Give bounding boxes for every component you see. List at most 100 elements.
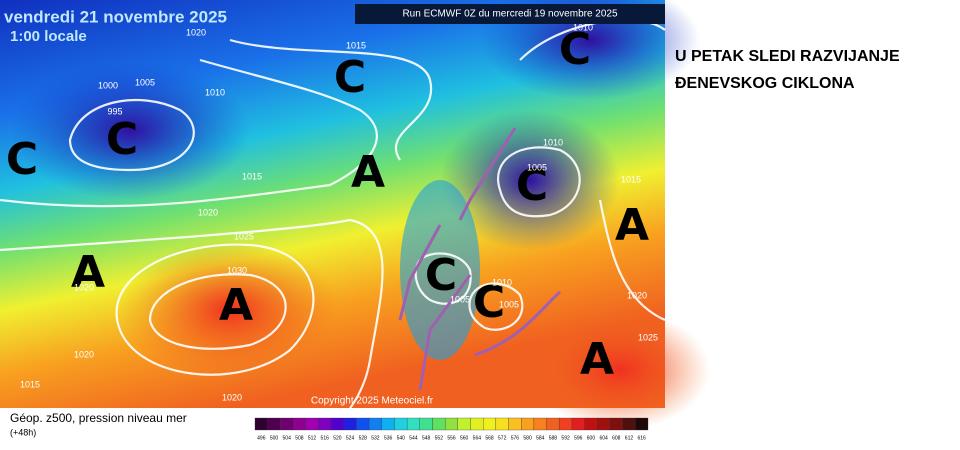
scale-cell	[635, 417, 649, 431]
isobar-label: 1020	[198, 207, 218, 217]
scale-cell	[368, 417, 382, 431]
scale-label: 560	[460, 435, 469, 441]
scale-cell	[406, 417, 420, 431]
scale-cell	[292, 417, 306, 431]
scale-cell	[546, 417, 560, 431]
caption: ĐENEVSKOG CIKLONA	[675, 75, 855, 92]
isobar-label: 1025	[234, 231, 254, 241]
scale-label: 548	[422, 435, 431, 441]
scale-label: 600	[587, 435, 596, 441]
scale-cell	[330, 417, 344, 431]
scale-cell	[445, 417, 458, 431]
scale-cell	[609, 417, 623, 431]
scale-label: 580	[523, 435, 532, 441]
scale-label: 592	[561, 435, 570, 441]
scale-label: 536	[384, 435, 393, 441]
scale-label: 616	[637, 435, 646, 441]
isobar-label: 1005	[499, 299, 519, 309]
scale-label: 524	[346, 435, 355, 441]
caption: U PETAK SLEDI RAZVIJANJE	[675, 48, 900, 65]
pressure-system: A	[615, 200, 649, 251]
scale-cell	[419, 417, 433, 431]
scale-cell	[254, 417, 268, 431]
legend-title: Géop. z500, pression niveau mer	[10, 411, 187, 425]
isobar-label: 1015	[346, 40, 366, 50]
pressure-system: C	[334, 52, 366, 103]
scale-label: 612	[625, 435, 634, 441]
isobar-label: 1020	[186, 27, 206, 37]
scale-label: 500	[270, 435, 279, 441]
isobar-label: 1025	[638, 332, 658, 342]
isobar-label: 1015	[621, 174, 641, 184]
scale-label: 520	[333, 435, 342, 441]
scale-cell	[597, 417, 611, 431]
pressure-system: C	[106, 114, 138, 165]
copyright: Copyright 2025 Meteociel.fr	[311, 396, 434, 407]
scale-cell	[318, 417, 332, 431]
isobar-label: 1020	[627, 290, 647, 300]
legend-subtitle: (+48h)	[10, 427, 36, 437]
scale-cell	[470, 417, 484, 431]
scale-label: 532	[371, 435, 380, 441]
pressure-system: C	[425, 250, 457, 301]
map-time: 1:00 locale	[10, 28, 87, 45]
scale-cell	[381, 417, 395, 431]
scale-label: 576	[511, 435, 520, 441]
pressure-system: A	[71, 247, 105, 298]
scale-label: 528	[359, 435, 368, 441]
scale-label: 556	[447, 435, 456, 441]
scale-cell	[533, 417, 547, 431]
scale-label: 604	[599, 435, 608, 441]
scale-cell	[457, 417, 471, 431]
scale-cell	[584, 417, 598, 431]
scale-label: 496	[257, 435, 266, 441]
map	[0, 0, 710, 430]
scale-cell	[267, 417, 281, 431]
scale-label: 596	[574, 435, 583, 441]
isobar-label: 1010	[492, 277, 512, 287]
scale-label: 564	[473, 435, 482, 441]
scale-cell	[432, 417, 446, 431]
run-info: Run ECMWF 0Z du mercredi 19 novembre 202…	[402, 9, 618, 20]
scale-label: 572	[498, 435, 507, 441]
isobar-label: 1000	[98, 80, 118, 90]
isobar-label: 1015	[242, 171, 262, 181]
scale-cell	[571, 417, 585, 431]
scale-label: 512	[308, 435, 317, 441]
scale-label: 544	[409, 435, 418, 441]
isobar-label: 1010	[573, 22, 593, 32]
scale-cell	[343, 417, 357, 431]
isobar-label: 1010	[205, 87, 225, 97]
scale-label: 508	[295, 435, 304, 441]
scale-cell	[521, 417, 535, 431]
scale-cell	[559, 417, 573, 431]
scale-label: 588	[549, 435, 558, 441]
scale-cell	[622, 417, 636, 431]
pressure-system: A	[351, 147, 385, 198]
scale-cell	[305, 417, 319, 431]
scale-label: 540	[397, 435, 406, 441]
scale-label: 504	[283, 435, 292, 441]
isobar-label: 1020	[74, 349, 94, 359]
isobar-label: 1005	[135, 77, 155, 87]
isobar-label: 1015	[20, 379, 40, 389]
isobar-label: 1020	[74, 282, 94, 292]
scale-label: 584	[536, 435, 545, 441]
scale-cell	[356, 417, 370, 431]
scale-label: 552	[435, 435, 444, 441]
pressure-system: A	[580, 334, 614, 385]
scale-cell	[394, 417, 408, 431]
pressure-system: C	[516, 160, 548, 211]
isobar-label: 1010	[543, 137, 563, 147]
isobar-label: 995	[107, 106, 122, 116]
scale-label: 608	[612, 435, 621, 441]
isobar-label: 1020	[222, 392, 242, 402]
pressure-system: C	[473, 277, 505, 328]
pressure-system: C	[6, 134, 38, 185]
run-box	[355, 4, 665, 24]
scale-label: 568	[485, 435, 494, 441]
pressure-system: A	[219, 280, 253, 331]
scale-cell	[280, 417, 294, 431]
scale-label: 516	[321, 435, 330, 441]
